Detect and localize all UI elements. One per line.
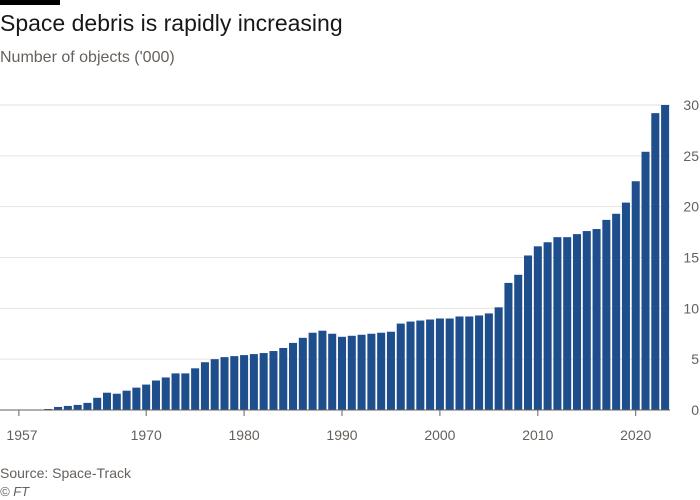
bar-1976 (200, 362, 209, 410)
bar-1962 (63, 405, 72, 410)
bar-2002 (455, 316, 464, 410)
chart-title: Space debris is rapidly increasing (0, 10, 343, 36)
bar-2014 (572, 234, 581, 410)
bar-1999 (426, 319, 435, 410)
x-tick-label-1980: 1980 (229, 427, 260, 443)
bar-2012 (553, 237, 562, 410)
y-tick-label-20: 20 (683, 199, 699, 215)
bar-2016 (592, 229, 601, 410)
y-tick-label-10: 10 (683, 300, 699, 316)
bar-1969 (132, 387, 141, 410)
bar-1978 (220, 357, 229, 410)
bar-2007 (504, 282, 513, 410)
bar-2010 (533, 246, 542, 410)
bar-1989 (328, 333, 337, 410)
y-tick-label-0: 0 (691, 402, 699, 418)
bar-1966 (103, 392, 112, 410)
bar-1967 (112, 393, 121, 410)
brand-accent-bar (0, 0, 60, 5)
source-note: Source: Space-Track (0, 465, 131, 481)
bar-1997 (406, 321, 415, 410)
bar-1977 (210, 359, 219, 410)
bar-1968 (122, 390, 131, 410)
y-tick-label-5: 5 (691, 351, 699, 367)
bar-1995 (386, 331, 395, 410)
bar-1991 (347, 335, 356, 410)
bar-2018 (612, 213, 621, 410)
bar-1985 (289, 342, 298, 410)
bar-1961 (54, 406, 63, 410)
bar-2017 (602, 219, 611, 410)
y-tick-label-15: 15 (683, 250, 699, 266)
bar-1972 (161, 377, 170, 410)
bar-2005 (484, 313, 493, 410)
bar-2001 (445, 318, 454, 410)
bar-1998 (416, 320, 425, 410)
x-tick-label-2010: 2010 (522, 427, 553, 443)
bar-2011 (543, 242, 552, 410)
bar-1994 (377, 332, 386, 410)
bar-1970 (142, 384, 151, 410)
bar-2021 (641, 151, 650, 410)
bar-1974 (181, 373, 190, 410)
bar-1973 (171, 373, 180, 410)
bar-1971 (151, 380, 160, 410)
bar-2004 (475, 315, 484, 410)
bar-1993 (367, 333, 376, 410)
bar-2003 (465, 316, 474, 410)
bar-2006 (494, 307, 503, 410)
x-tick-label-1970: 1970 (131, 427, 162, 443)
bars (24, 105, 670, 410)
bar-1975 (191, 368, 200, 410)
bar-2019 (621, 202, 630, 410)
bar-2013 (563, 237, 572, 410)
bar-2008 (514, 274, 523, 410)
bar-1990 (337, 336, 347, 410)
bar-1983 (269, 351, 278, 410)
x-tick-label-2020: 2020 (620, 427, 651, 443)
bar-1986 (298, 337, 307, 410)
bar-1984 (279, 347, 288, 410)
y-tick-label-25: 25 (683, 148, 699, 164)
x-tick-label-1957: 1957 (6, 427, 37, 443)
bar-1992 (357, 334, 366, 410)
bar-1963 (73, 404, 82, 410)
x-tick-label-1990: 1990 (326, 427, 357, 443)
bar-1982 (259, 353, 268, 410)
bar-1987 (308, 332, 317, 410)
bar-2022 (651, 113, 660, 410)
bar-1981 (249, 354, 258, 410)
bar-2009 (524, 255, 533, 410)
axes: 0 5 10 15 20 25 30 1957 1970 1980 1990 2000 2010 2020 (0, 97, 699, 443)
bar-2023 (661, 105, 670, 410)
bar-2015 (582, 231, 591, 410)
x-tick-label-2000: 2000 (424, 427, 455, 443)
ft-credit: © FT (0, 484, 30, 499)
bar-1960 (44, 408, 53, 410)
bar-1979 (230, 356, 239, 410)
bar-1964 (83, 402, 92, 410)
bar-1980 (240, 355, 249, 410)
bar-1965 (93, 397, 102, 410)
y-tick-label-30: 30 (683, 97, 699, 113)
bar-1996 (396, 323, 405, 410)
bar-chart: 0 5 10 15 20 25 30 1957 1970 1980 1990 2000 2010 2020 (0, 97, 699, 443)
bar-1988 (318, 330, 327, 410)
chart-subtitle: Number of objects ('000) (0, 49, 175, 66)
bar-2020 (631, 181, 640, 410)
bar-2000 (435, 318, 444, 410)
